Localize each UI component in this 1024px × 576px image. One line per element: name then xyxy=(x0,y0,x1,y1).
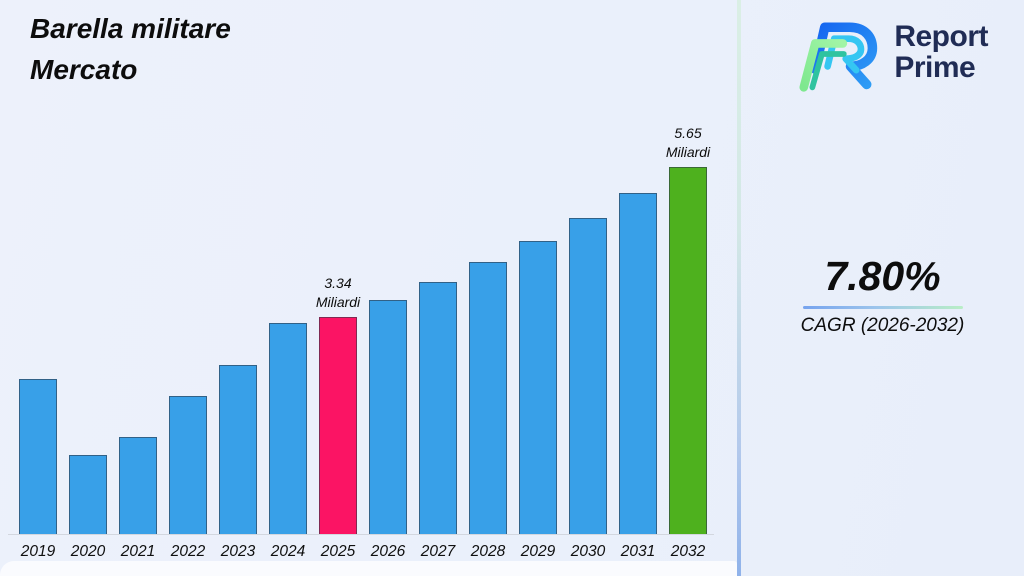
x-tick-label-2022: 2022 xyxy=(170,543,206,560)
bar-slot-2024 xyxy=(263,323,313,534)
report-prime-brand: Report Prime xyxy=(796,12,988,94)
x-tick-label-2019: 2019 xyxy=(20,543,56,560)
bar-2021 xyxy=(119,437,157,534)
x-tick-label-2028: 2028 xyxy=(470,543,506,560)
bar-slot-2023 xyxy=(213,365,263,534)
bar-slot-2020 xyxy=(63,455,113,534)
x-tick-label-2026: 2026 xyxy=(370,543,406,560)
x-tick-label-2031: 2031 xyxy=(620,543,656,560)
bar-2022 xyxy=(169,396,207,534)
brand-name-line2: Prime xyxy=(894,51,976,84)
report-prime-brand-name: Report Prime xyxy=(894,20,988,84)
bar-slot-2026 xyxy=(363,300,413,534)
cagr-value: 7.80% xyxy=(824,253,941,299)
panel-separator-line xyxy=(737,0,741,576)
chart-title: Barella militare Mercato xyxy=(30,8,231,90)
bar-slot-2031 xyxy=(613,193,663,534)
bar-slot-2019 xyxy=(13,379,63,534)
bar-2030 xyxy=(569,218,607,534)
bar-2031 xyxy=(619,193,657,534)
bar-2024 xyxy=(269,323,307,534)
bar-slot-2025: 3.34 Miliardi xyxy=(313,274,363,534)
x-tick-label-2021: 2021 xyxy=(120,543,156,560)
right-panel: Report Prime 7.80% CAGR (2026-2032) xyxy=(741,0,1024,576)
bar-slot-2032: 5.65 Miliardi xyxy=(663,124,713,534)
x-tick-label-2023: 2023 xyxy=(220,543,256,560)
bar-2032 xyxy=(669,167,707,534)
x-axis-labels: 2019 2020 2021 2022 2023 2024 2025 2026 2027 2028… xyxy=(13,543,713,561)
bar-2020 xyxy=(69,455,107,534)
bar-2023 xyxy=(219,365,257,534)
bar-2025 xyxy=(319,317,357,534)
x-tick-label-2032: 2032 xyxy=(670,543,706,560)
x-tick-label-2027: 2027 xyxy=(420,543,456,560)
bar-2029 xyxy=(519,241,557,534)
brand-name-line1: Report xyxy=(894,20,988,54)
bar-slot-2028 xyxy=(463,262,513,534)
bar-annotation-2032: 5.65 Miliardi xyxy=(665,125,711,160)
x-tick-label-2025: 2025 xyxy=(320,543,356,560)
bar-slot-2022 xyxy=(163,396,213,534)
chart-title-line1: Barella militare xyxy=(30,13,231,44)
bar-2026 xyxy=(369,300,407,534)
bar-annotation-2025: 3.34 Miliardi xyxy=(315,275,361,310)
cagr-block: 7.80% CAGR (2026-2032) xyxy=(741,253,1024,337)
bar-2027 xyxy=(419,282,457,534)
bar-2019 xyxy=(19,379,57,534)
x-tick-label-2024: 2024 xyxy=(270,543,306,560)
x-tick-label-2029: 2029 xyxy=(520,543,556,560)
bars-row: 3.34 Miliardi 5.65 Miliardi xyxy=(13,124,713,534)
bar-slot-2029 xyxy=(513,241,563,534)
x-tick-label-2030: 2030 xyxy=(570,543,606,560)
x-axis-line xyxy=(8,534,714,535)
bar-slot-2030 xyxy=(563,218,613,534)
bar-slot-2021 xyxy=(113,437,163,534)
cagr-divider-line xyxy=(802,306,963,310)
chart-title-line2: Mercato xyxy=(30,54,138,85)
cagr-label: CAGR (2026-2032) xyxy=(800,315,965,337)
report-prime-logo-icon xyxy=(799,22,878,92)
x-tick-label-2020: 2020 xyxy=(70,543,106,560)
bar-slot-2027 xyxy=(413,282,463,534)
bar-2028 xyxy=(469,262,507,534)
chart-panel: Barella militare Mercato 3.34 Miliardi 5.6… xyxy=(0,8,737,576)
bottom-strip xyxy=(0,561,737,576)
